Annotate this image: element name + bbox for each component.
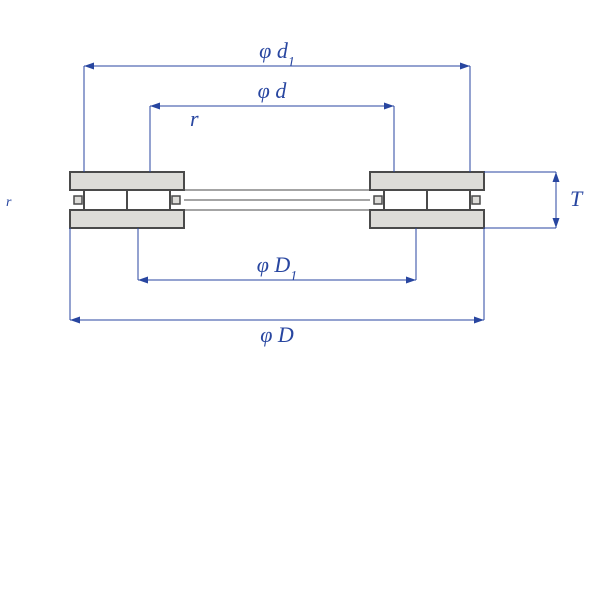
label-D1: φ D1 (257, 252, 298, 284)
label-T: T (570, 186, 584, 211)
svg-text:r: r (6, 195, 12, 210)
label-r: r (190, 106, 199, 131)
label-d: φ d (258, 78, 288, 103)
label-D: φ D (260, 322, 294, 347)
label-d1: φ d1 (259, 38, 295, 70)
